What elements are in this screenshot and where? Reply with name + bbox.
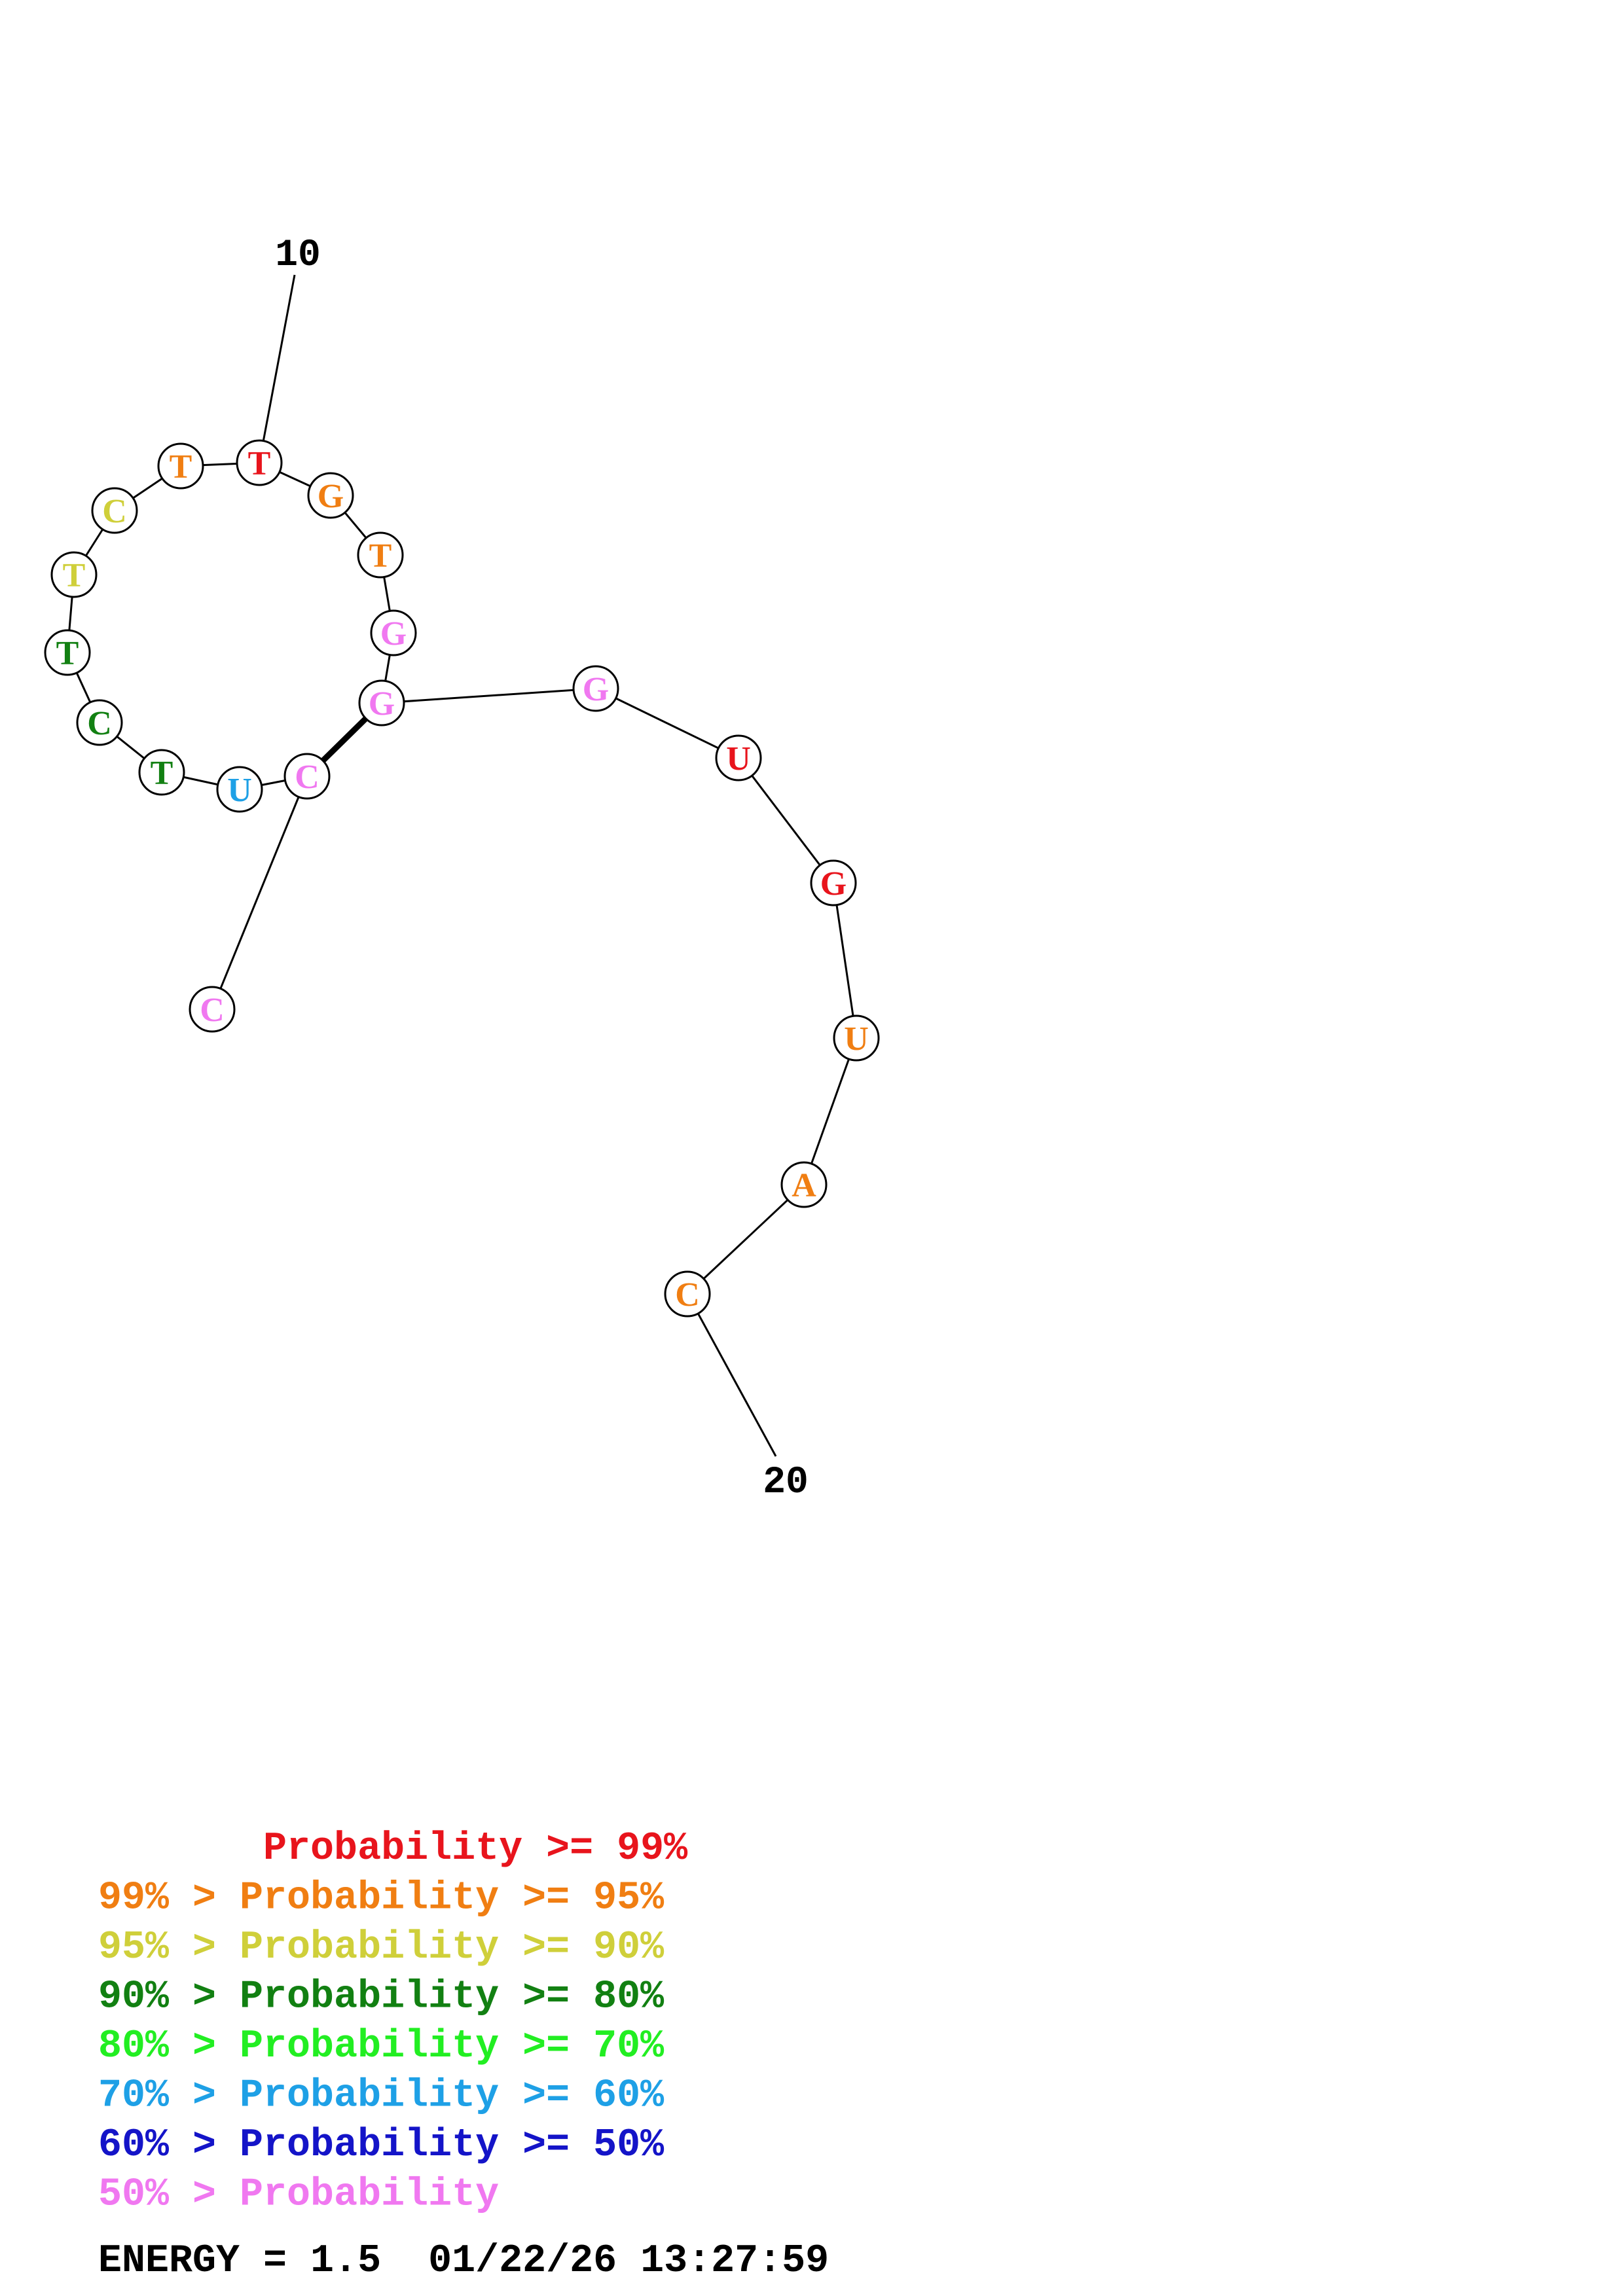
nucleotide: C: [189, 986, 236, 1033]
legend-entry: 60% > Probability >= 50%: [98, 2123, 665, 2168]
index-label: 10: [275, 234, 321, 277]
nucleotide: T: [44, 629, 91, 676]
nucleotide-circle: [44, 629, 91, 676]
nucleotide: T: [50, 551, 98, 598]
nucleotide: U: [715, 734, 762, 781]
nucleotide-circle: [91, 487, 138, 534]
nucleotide-circle: [50, 551, 98, 598]
index-labels: 10 20: [275, 234, 809, 1504]
nucleotide: T: [357, 531, 404, 579]
nucleotide-circle: [236, 439, 283, 486]
nucleotide-base: G: [318, 478, 344, 515]
nucleotide-base: T: [369, 537, 392, 575]
nucleotide-base: U: [227, 772, 252, 809]
legend-entry: 99% > Probability >= 95%: [98, 1876, 665, 1921]
nucleotide: G: [358, 679, 405, 726]
nucleotide: T: [157, 442, 204, 490]
nucleotide: T: [138, 749, 185, 796]
energy-readout: ENERGY = 1.5 01/22/26 13:27:59: [98, 2239, 829, 2284]
index-tick: [258, 274, 296, 463]
nucleotide-base: C: [675, 1276, 700, 1314]
nucleotide-base: U: [726, 740, 751, 778]
index-tick-lines: [258, 274, 777, 1457]
nucleotide-circle: [189, 986, 236, 1033]
nucleotide: G: [572, 665, 619, 712]
backbone-link: [211, 776, 308, 1010]
nucleotide-circle: [283, 753, 331, 800]
index-tick: [686, 1293, 777, 1457]
nucleotide-circle: [370, 609, 417, 656]
nucleotide: A: [780, 1161, 828, 1208]
nucleotide-circle: [780, 1161, 828, 1208]
nucleotide-base: A: [792, 1167, 816, 1204]
nucleotide-base: C: [200, 992, 225, 1029]
legend-entry: 50% > Probability: [98, 2173, 499, 2217]
nucleotide-base: T: [151, 755, 173, 792]
backbone-lines: [66, 461, 858, 1295]
probability-legend: Probability >= 99% 99% > Probability >= 9…: [98, 1827, 688, 2217]
nucleotide: C: [91, 487, 138, 534]
nucleotide: C: [664, 1270, 711, 1318]
nucleotide: G: [810, 859, 857, 906]
nucleotide-base: C: [102, 493, 127, 530]
nucleotide-circle: [216, 766, 263, 813]
nucleotide-circle: [664, 1270, 711, 1318]
nucleotide-circle: [76, 699, 123, 746]
nucleotide: G: [307, 472, 354, 519]
nucleotide: T: [236, 439, 283, 486]
nucleotide: U: [216, 766, 263, 813]
legend-entry: Probability >= 99%: [98, 1827, 688, 1871]
legend-entry: 70% > Probability >= 60%: [98, 2074, 665, 2119]
nucleotide: G: [370, 609, 417, 656]
legend-entry: 80% > Probability >= 70%: [98, 2024, 665, 2069]
index-label: 20: [763, 1462, 809, 1504]
nucleotide-base: T: [56, 635, 79, 672]
backbone-link: [737, 757, 835, 884]
legend-entry: 95% > Probability >= 90%: [98, 1926, 665, 1970]
nucleotide-circle: [358, 679, 405, 726]
nucleotide-circle: [307, 472, 354, 519]
backbone-link: [832, 882, 858, 1039]
backbone-link: [803, 1037, 858, 1185]
nucleotide-base: G: [369, 685, 395, 723]
nucleotide-circle: [572, 665, 619, 712]
nucleotide-base: U: [844, 1020, 869, 1058]
nucleotide-circle: [810, 859, 857, 906]
nucleotide-base: C: [295, 759, 319, 796]
nucleotide-base: T: [248, 445, 271, 482]
nucleotide-base: G: [380, 615, 407, 653]
nucleotide-base: G: [583, 671, 609, 708]
backbone-link: [686, 1183, 805, 1295]
nucleotide-circle: [157, 442, 204, 490]
nucleotide-base: T: [63, 557, 86, 594]
nucleotide-circle: [833, 1014, 880, 1062]
nucleotide: C: [283, 753, 331, 800]
nucleotide-circle: [715, 734, 762, 781]
nucleotide: U: [833, 1014, 880, 1062]
backbone-link: [381, 687, 596, 704]
backbone-link: [595, 687, 739, 759]
nucleotide-circle: [138, 749, 185, 796]
nucleotide-base: C: [87, 705, 112, 742]
nucleotide: C: [76, 699, 123, 746]
nucleotide-base: T: [170, 448, 192, 486]
legend-entry: 90% > Probability >= 80%: [98, 1975, 665, 2020]
nucleotide-base: G: [820, 865, 847, 903]
nucleotide-circle: [357, 531, 404, 579]
